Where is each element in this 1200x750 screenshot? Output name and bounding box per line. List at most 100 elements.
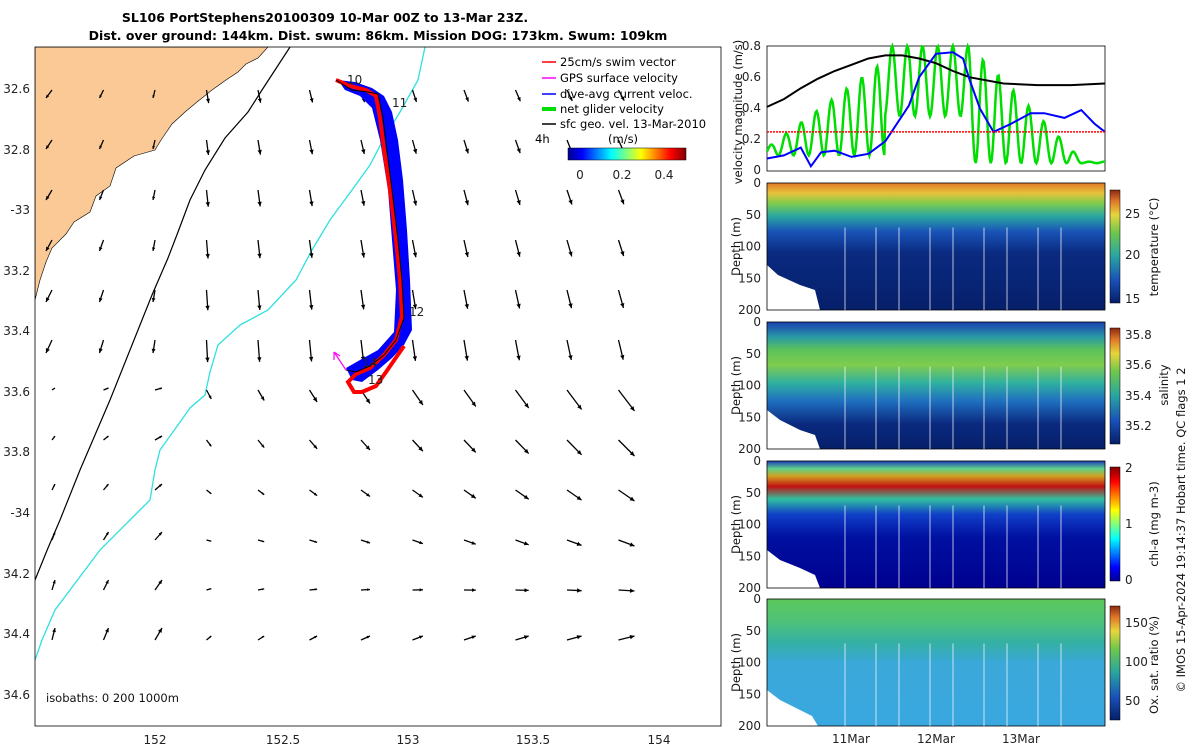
vector-arrowhead: [568, 96, 573, 101]
vector-arrowhead: [620, 354, 625, 360]
vector-arrowhead: [516, 303, 521, 309]
temp-ctick: 15: [1125, 292, 1140, 306]
map-ytick: 34.6: [3, 688, 30, 702]
sal-ctick: 35.2: [1125, 419, 1152, 433]
vector-arrowhead: [151, 348, 156, 353]
vector-arrowhead: [464, 355, 469, 361]
vector-arrowhead: [419, 540, 423, 545]
vector-arrowhead: [99, 145, 103, 149]
vector-arrowhead: [516, 148, 521, 154]
depth-tick: 200: [738, 581, 761, 595]
vector-arrowhead: [576, 588, 582, 593]
vector-arrowhead: [98, 297, 103, 302]
vector-arrowhead: [53, 388, 55, 390]
depth-ylabel: Depth (m): [729, 495, 743, 554]
vector-arrowhead: [257, 305, 262, 310]
vector-arrowhead: [151, 297, 156, 302]
map-xtick: 152: [144, 733, 167, 747]
depth-tick: 100: [738, 656, 761, 670]
chl-ctick: 0: [1125, 573, 1133, 587]
vector-arrowhead: [209, 540, 212, 542]
credit: © IMOS 15-Apr-2024 19:14:37 Hobart time.…: [1174, 367, 1188, 692]
vector-arrowhead: [472, 588, 476, 592]
vel-ylabel: velocity magnitude (m/s): [731, 40, 745, 185]
vector-arrowhead: [313, 492, 318, 496]
vector-arrowhead: [257, 98, 262, 103]
vector-arrowhead: [313, 444, 318, 449]
vector-arrowhead: [366, 493, 370, 497]
vector-arrowhead: [366, 540, 370, 544]
vector-arrowhead: [209, 588, 212, 590]
map-ytick: 34.4: [3, 627, 30, 641]
chl-ctick: 1: [1125, 517, 1133, 531]
vector-arrowhead: [516, 199, 521, 205]
vector-arrowhead: [260, 396, 265, 401]
vector-arrowhead: [361, 200, 366, 206]
depth-tick: 0: [753, 454, 761, 468]
vector-arrowhead: [576, 635, 582, 640]
vector-arrowhead: [309, 98, 314, 103]
map-y-ticks: 32.6 32.8 -33 33.2 33.4 33.6 33.8 -34 34…: [3, 82, 30, 702]
vector-arrowhead: [365, 445, 370, 450]
vector-arrowhead: [209, 491, 212, 494]
vector-arrowhead: [98, 348, 103, 353]
glider-track-envelope: [338, 80, 412, 382]
isobaths-label: isobaths: 0 200 1000m: [46, 691, 179, 705]
sal-colorbar: [1109, 327, 1121, 445]
vector-arrowhead: [208, 395, 212, 399]
map-ytick: 33.4: [3, 324, 30, 338]
vector-arrowhead: [105, 580, 109, 584]
vel-ytick: 0.4: [742, 101, 761, 115]
depth-tick: 100: [738, 518, 761, 532]
vector-arrowhead: [365, 398, 370, 404]
vector-arrowhead: [629, 542, 635, 547]
vector-arrowhead: [418, 446, 423, 452]
vector-arrowhead: [261, 540, 265, 543]
vector-arrowhead: [52, 532, 56, 535]
legend-note: 4h: [535, 132, 550, 146]
vector-arrowhead: [46, 246, 50, 251]
depth-tick: 50: [746, 208, 761, 222]
vector-arrowhead: [524, 403, 529, 408]
vector-arrowhead: [577, 404, 582, 410]
vector-arrowhead: [524, 588, 529, 593]
vector-arrowhead: [523, 541, 529, 546]
vector-arrowhead: [568, 251, 573, 257]
vector-arrowhead: [412, 148, 418, 154]
ox-clabel: Ox. sat. ratio (%): [1147, 616, 1161, 714]
vector-arrowhead: [205, 201, 210, 207]
vector-arrowhead: [308, 356, 314, 362]
vector-arrowhead: [157, 628, 162, 633]
title-line2: Dist. over ground: 144km. Dist. swum: 86…: [89, 28, 668, 43]
vector-arrowhead: [629, 496, 635, 501]
vector-arrowhead: [99, 246, 103, 251]
vector-arrowhead: [209, 636, 212, 638]
vector-arrowhead: [620, 199, 625, 205]
vector-arrowhead: [205, 357, 210, 363]
vector-arrowhead: [412, 304, 418, 310]
vector-arrowhead: [257, 149, 262, 155]
vector-arrowhead: [361, 252, 366, 258]
depth-tick: 200: [738, 442, 761, 456]
chla-panel: 0 1 2 chl-a (mg m-3): [766, 460, 1161, 589]
depth-axes: 0 50 100 150 200 Depth (m) 0 50 100 150 200 Depth (…: [729, 176, 761, 733]
vector-arrowhead: [46, 145, 50, 149]
depth-tick: 100: [738, 379, 761, 393]
colorbar-tick: 0.2: [612, 168, 631, 182]
vector-arrowhead: [152, 95, 155, 98]
vector-arrowhead: [309, 304, 314, 310]
vector-arrowhead: [152, 196, 156, 200]
ox-ctick: 100: [1125, 655, 1148, 669]
depth-tick: 0: [753, 592, 761, 606]
depth-tick: 200: [738, 303, 761, 317]
map-panel: 10 11 12 14 13 isobaths: 0 200 1000m 32.…: [3, 46, 722, 747]
depth-tick: 50: [746, 347, 761, 361]
vector-arrowhead: [99, 94, 102, 98]
vector-arrowhead: [46, 94, 50, 98]
legend-net-glider: net glider velocity: [560, 102, 664, 116]
vector-arrowhead: [412, 200, 418, 206]
vector-arrowhead: [205, 98, 210, 104]
depth-ylabel: Depth (m): [729, 633, 743, 692]
vector-arrowhead: [464, 200, 469, 206]
vector-arrowhead: [309, 201, 314, 207]
